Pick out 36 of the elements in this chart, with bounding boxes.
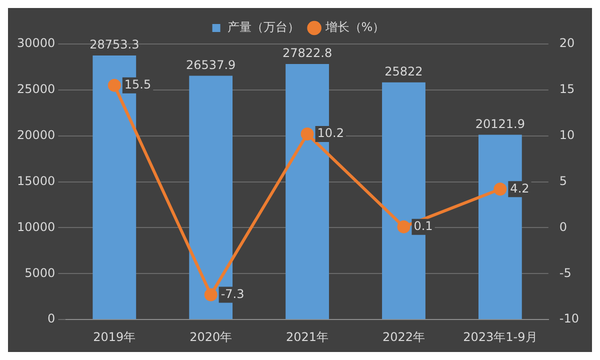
y2-tick-label: 0 <box>559 220 568 234</box>
data-label: 10.2 <box>317 126 344 140</box>
data-label: 4.2 <box>510 181 530 196</box>
y-tick-label: 20000 <box>16 128 56 142</box>
x-tick-label: 2019年 <box>93 330 136 344</box>
y-tick-label: 25000 <box>16 82 56 96</box>
data-label: 15.5 <box>124 77 152 92</box>
y-tick-label: 5000 <box>24 266 56 280</box>
data-label: 27822.8 <box>282 46 332 60</box>
legend-label: 增长（%） <box>324 20 385 34</box>
x-tick-label: 2021年 <box>286 330 329 344</box>
y2-tick-label: 5 <box>559 174 568 188</box>
point <box>397 220 410 234</box>
data-label: -7.3 <box>220 286 244 301</box>
y2-tick-label: -5 <box>559 266 572 280</box>
x-tick-label: 2023年1-9月 <box>463 330 538 344</box>
y-tick-label: 15000 <box>16 174 56 188</box>
y2-tick-label: 10 <box>559 128 575 142</box>
data-label: 25822 <box>384 64 423 79</box>
x-tick-label: 2022年 <box>382 330 426 344</box>
legend-label: 产量（万台） <box>227 20 300 34</box>
point <box>108 78 121 92</box>
data-label: 20121.9 <box>475 116 525 131</box>
point <box>494 182 507 196</box>
y-tick-label: 10000 <box>16 220 56 234</box>
y-tick-label: 30000 <box>16 36 56 50</box>
y2-tick-label: -10 <box>559 312 580 326</box>
y2-tick-label: 20 <box>559 36 575 50</box>
x-tick-label: 2020年 <box>190 330 232 344</box>
data-label: 0.1 <box>414 218 433 233</box>
y-tick-label: 0 <box>48 312 56 326</box>
point <box>300 128 314 141</box>
point <box>204 288 218 302</box>
data-label: 28753.3 <box>90 38 140 52</box>
data-label: 26537.9 <box>186 58 236 72</box>
y2-tick-label: 15 <box>559 82 575 96</box>
